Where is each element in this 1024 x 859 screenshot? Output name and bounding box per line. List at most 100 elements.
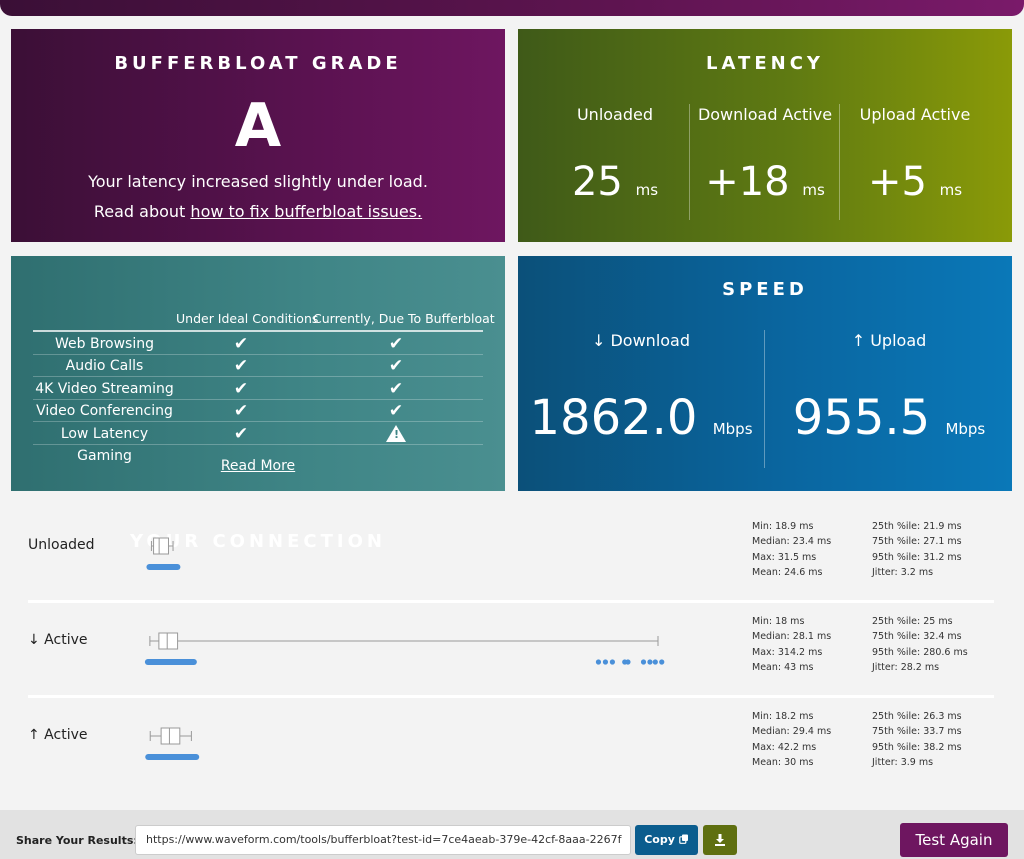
- outlier-dot: [640, 659, 647, 665]
- plot-row-label: Unloaded: [28, 537, 95, 553]
- bufferbloat-grade-card: BUFFERBLOAT GRADE A Your latency increas…: [11, 29, 505, 242]
- latency-upload-active: Upload Active +5 ms: [840, 104, 990, 220]
- outlier-dot: [595, 659, 602, 665]
- latency-label: Upload Active: [859, 105, 971, 124]
- latency-unit: ms: [802, 181, 825, 199]
- plot-row-label: ↓ Active: [28, 632, 88, 648]
- stat-line: Jitter: 28.2 ms: [872, 662, 940, 674]
- latency-plot-row: ↓ Active Min: 18 ms Median: 28.1 ms Max: 31…: [28, 602, 994, 698]
- download-speed: ↓ Download 1862.0 Mbps: [518, 330, 764, 455]
- stat-line: Min: 18 ms: [752, 616, 805, 627]
- latency-plot-row: ↑ Active Min: 18.2 ms Median: 29.4 ms Max: …: [28, 697, 994, 793]
- latency-download-active: Download Active +18 ms: [690, 104, 840, 220]
- check-icon: ✔: [233, 334, 249, 354]
- warning-icon: !: [386, 424, 406, 444]
- stat-line: Mean: 30 ms: [752, 757, 814, 769]
- stat-line: Mean: 24.6 ms: [752, 567, 823, 579]
- iqr-box: [153, 537, 169, 555]
- stats-left: Min: 18 ms Median: 28.1 ms Max: 314.2 ms Me…: [752, 614, 831, 676]
- check-icon: ✔: [233, 356, 249, 377]
- stat-line: Median: 29.4 ms: [752, 726, 832, 738]
- outlier-dot: [602, 659, 609, 665]
- latency-unit: ms: [939, 181, 963, 199]
- fix-bufferbloat-link[interactable]: how to fix bufferbloat issues.: [190, 202, 423, 221]
- col-header-current: Currently, Due To Bufferbloat: [313, 311, 495, 326]
- stat-line: Median: 28.1 ms: [752, 631, 832, 643]
- stats-left: Min: 18.2 ms Median: 29.4 ms Max: 42.2 ms M…: [752, 709, 831, 771]
- connection-row-label: Low Latency Gaming: [60, 425, 149, 464]
- connection-row-label: Video Conferencing: [36, 403, 173, 420]
- box-plot: [144, 632, 665, 665]
- grade-title: BUFFERBLOAT GRADE: [114, 53, 402, 74]
- speed-divider: [764, 330, 765, 468]
- iqr-box: [160, 727, 181, 745]
- latency-label: Download Active: [697, 105, 833, 124]
- upload-unit: Mbps: [945, 420, 986, 438]
- header-rule: [33, 330, 483, 332]
- test-again-button[interactable]: Test Again: [900, 823, 1008, 857]
- latency-divider: [689, 104, 690, 220]
- latency-value: 25 ms: [540, 160, 690, 212]
- stat-line: Max: 31.5 ms: [752, 551, 817, 563]
- speed-card: SPEED ↓ Download 1862.0 Mbps ↑ Upload 95…: [518, 256, 1012, 491]
- stat-line: Jitter: 3.2 ms: [872, 567, 934, 579]
- copy-icon: [678, 834, 688, 844]
- grade-link-row: Read about how to fix bufferbloat issues…: [11, 202, 505, 222]
- stats-right: 25th %ile: 25 ms 75th %ile: 32.4 ms 95th %…: [872, 614, 968, 676]
- upload-label: ↑ Upload: [851, 331, 927, 350]
- connection-row-label: 4K Video Streaming: [35, 380, 174, 397]
- stat-line: 75th %ile: 27.1 ms: [872, 536, 962, 548]
- download-number: 1862.0: [529, 390, 698, 446]
- check-icon: ✔: [233, 423, 249, 444]
- share-label: Share Your Results:: [16, 834, 138, 847]
- copy-button[interactable]: Copy: [635, 825, 698, 855]
- grade-description: Your latency increased slightly under lo…: [88, 172, 428, 191]
- download-icon: [715, 834, 725, 846]
- upload-speed: ↑ Upload 955.5 Mbps: [766, 330, 1012, 455]
- read-more-link[interactable]: Read More: [220, 458, 296, 474]
- connection-title: YOUR CONNECTION: [130, 531, 386, 552]
- grade-link-prefix: Read about: [93, 202, 191, 221]
- share-bar: Share Your Results: https://www.waveform…: [0, 810, 1024, 859]
- latency-value: +18 ms: [690, 160, 840, 212]
- stat-line: 95th %ile: 31.2 ms: [872, 551, 962, 563]
- read-more-row: Read More: [11, 458, 505, 474]
- download-button[interactable]: [703, 825, 737, 855]
- latency-value: +5 ms: [840, 160, 990, 212]
- stat-line: Min: 18.2 ms: [752, 711, 814, 722]
- stat-line: 95th %ile: 38.2 ms: [872, 741, 962, 753]
- stat-line: 25th %ile: 26.3 ms: [872, 711, 962, 722]
- connection-row-label: Audio Calls: [65, 358, 144, 375]
- check-icon: ✔: [388, 356, 404, 377]
- stats-left: Min: 18.9 ms Median: 23.4 ms Max: 31.5 ms M…: [752, 519, 831, 581]
- stat-line: 25th %ile: 21.9 ms: [872, 521, 962, 532]
- iqr-box: [158, 632, 179, 650]
- latency-unit: ms: [635, 181, 659, 199]
- check-icon: ✔: [388, 401, 404, 422]
- outlier-dot: [609, 659, 616, 665]
- stat-line: 95th %ile: 280.6 ms: [872, 646, 968, 658]
- download-value: 1862.0 Mbps: [518, 392, 764, 455]
- outlier-dot: [652, 659, 658, 665]
- latency-number: 25: [571, 159, 623, 205]
- your-connection-card: YOUR CONNECTION Under Ideal Conditions C…: [11, 256, 505, 552]
- row-separator: [28, 600, 994, 603]
- upload-value: 955.5 Mbps: [766, 392, 1012, 455]
- outlier-dot: [659, 659, 665, 665]
- top-accent-bar: [0, 0, 1024, 16]
- copy-label: Copy: [644, 833, 675, 846]
- connection-row: Audio Calls ✔ ✔: [33, 355, 483, 378]
- outlier-dot: [625, 659, 631, 665]
- stat-line: Mean: 43 ms: [752, 662, 814, 674]
- check-icon: ✔: [233, 401, 249, 422]
- latency-plot-row: Unloaded Min: 18.9 ms Median: 23.4 ms Max: …: [28, 507, 994, 603]
- stat-line: Max: 314.2 ms: [752, 646, 823, 658]
- stats-right: 25th %ile: 21.9 ms 75th %ile: 27.1 ms 95th…: [872, 519, 962, 581]
- stat-line: Jitter: 3.9 ms: [872, 757, 934, 769]
- col-header-ideal: Under Ideal Conditions: [176, 311, 319, 326]
- latency-number: +5: [867, 159, 927, 205]
- upload-number: 955.5: [792, 390, 931, 446]
- latency-title: LATENCY: [706, 53, 824, 74]
- latency-divider: [839, 104, 840, 220]
- share-url-field[interactable]: https://www.waveform.com/tools/bufferblo…: [135, 825, 631, 855]
